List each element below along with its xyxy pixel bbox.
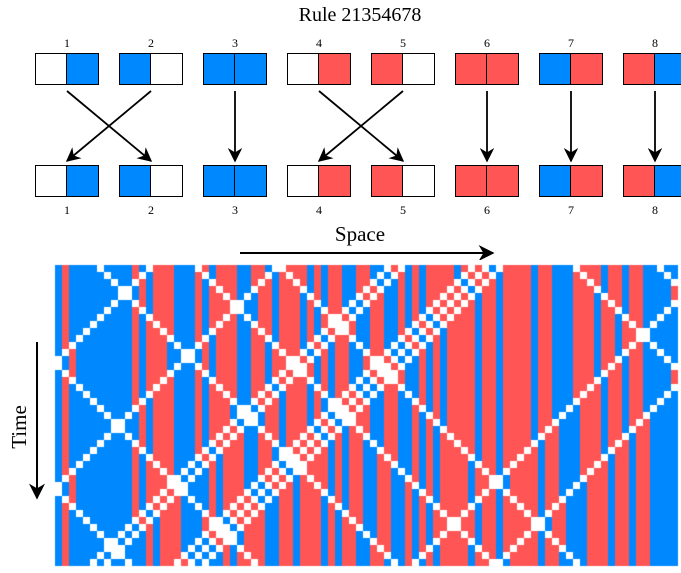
- rule-input-pair-3: [203, 53, 267, 85]
- rule-input-6-right-cell: [487, 54, 518, 84]
- rule-input-label-1: 1: [64, 36, 70, 50]
- rule-input-label-4: 4: [316, 36, 322, 50]
- rule-output-label-6: 6: [484, 203, 490, 217]
- rule-input-pair-2: [119, 53, 183, 85]
- rule-input-pair-6: [455, 53, 519, 85]
- rule-output-label-2: 2: [148, 203, 154, 217]
- rule-input-label-7: 7: [568, 36, 574, 50]
- rule-output-3-right-cell: [235, 166, 266, 196]
- rule-input-label-8: 8: [652, 36, 658, 50]
- rule-input-8-left-cell: [624, 54, 655, 84]
- rule-input-label-6: 6: [484, 36, 490, 50]
- rule-input-3-left-cell: [204, 54, 235, 84]
- rule-input-5-right-cell: [403, 54, 434, 84]
- rule-input-3-right-cell: [235, 54, 266, 84]
- rule-output-pair-5: [371, 165, 435, 197]
- rule-input-6-left-cell: [456, 54, 487, 84]
- rule-input-label-2: 2: [148, 36, 154, 50]
- rule-input-1-right-cell: [67, 54, 98, 84]
- rule-input-4-left-cell: [288, 54, 319, 84]
- rule-input-label-5: 5: [400, 36, 406, 50]
- rule-output-5-right-cell: [403, 166, 434, 196]
- rule-input-7-right-cell: [571, 54, 602, 84]
- rule-output-8-left-cell: [624, 166, 655, 196]
- rule-output-5-left-cell: [372, 166, 403, 196]
- rule-input-8-right-cell: [655, 54, 681, 84]
- rule-output-label-3: 3: [232, 203, 238, 217]
- rule-input-label-3: 3: [232, 36, 238, 50]
- rule-output-7-left-cell: [540, 166, 571, 196]
- rule-output-6-right-cell: [487, 166, 518, 196]
- rule-output-pair-1: [35, 165, 99, 197]
- rule-input-2-left-cell: [120, 54, 151, 84]
- rule-output-pair-3: [203, 165, 267, 197]
- rule-output-pair-2: [119, 165, 183, 197]
- space-axis-label: Space: [334, 222, 386, 246]
- rule-output-pair-6: [455, 165, 519, 197]
- rule-output-7-right-cell: [571, 166, 602, 196]
- rule-output-label-1: 1: [64, 203, 70, 217]
- rule-output-4-left-cell: [288, 166, 319, 196]
- rule-output-3-left-cell: [204, 166, 235, 196]
- rule-output-2-left-cell: [120, 166, 151, 196]
- rule-output-2-right-cell: [151, 166, 182, 196]
- rule-output-pair-7: [539, 165, 603, 197]
- rule-output-8-right-cell: [655, 166, 681, 196]
- rule-output-pair-4: [287, 165, 351, 197]
- rule-output-6-left-cell: [456, 166, 487, 196]
- rule-input-pair-4: [287, 53, 351, 85]
- rule-input-pair-8: [623, 53, 681, 85]
- rule-input-1-left-cell: [36, 54, 67, 84]
- time-axis-label: Time: [7, 405, 31, 449]
- rule-input-7-left-cell: [540, 54, 571, 84]
- rule-output-label-4: 4: [316, 203, 322, 217]
- rule-input-pair-7: [539, 53, 603, 85]
- rule-output-4-right-cell: [319, 166, 350, 196]
- rule-output-1-right-cell: [67, 166, 98, 196]
- rule-output-pair-8: [623, 165, 681, 197]
- rule-output-label-5: 5: [400, 203, 406, 217]
- rule-output-label-7: 7: [568, 203, 574, 217]
- rule-input-pair-5: [371, 53, 435, 85]
- time-arrow: [29, 342, 45, 500]
- rule-input-5-left-cell: [372, 54, 403, 84]
- rule-output-label-8: 8: [652, 203, 658, 217]
- rule-output-1-left-cell: [36, 166, 67, 196]
- rule-input-pair-1: [35, 53, 99, 85]
- rule-input-4-right-cell: [319, 54, 350, 84]
- rule-input-2-right-cell: [151, 54, 182, 84]
